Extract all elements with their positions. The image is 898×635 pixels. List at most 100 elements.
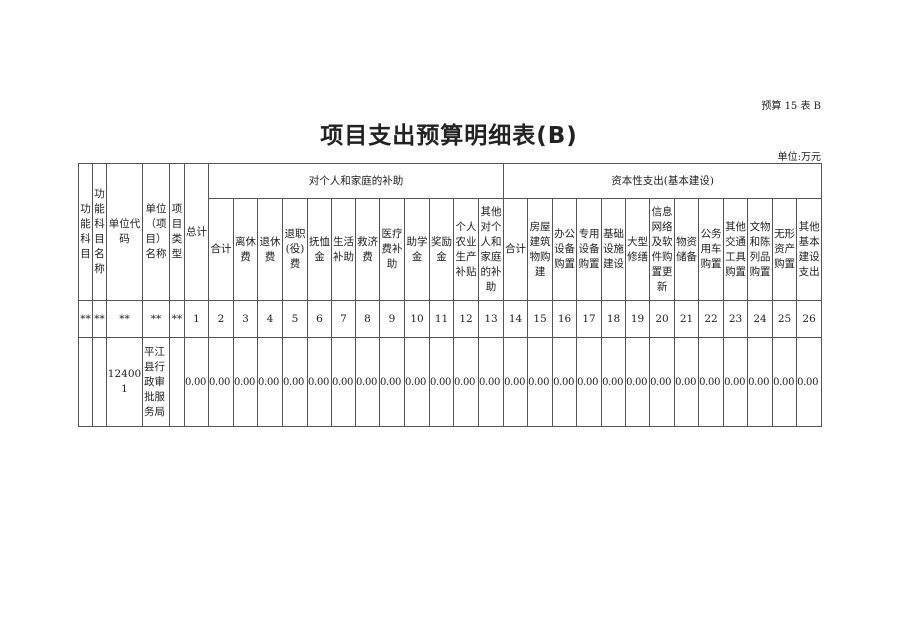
value-cell: 0.00 xyxy=(453,337,479,427)
header-cell: 办公设备购置 xyxy=(552,198,578,301)
index-cell: 24 xyxy=(747,300,774,338)
value-cell: 0.00 xyxy=(625,337,651,427)
table-row: 124001 平江县行政审批服务局 0.00 0.00 0.00 0.00 0.00 0.00… xyxy=(78,337,823,427)
header-cell: 救济费 xyxy=(355,198,380,301)
header-cell: 其他对个人和家庭的补助 xyxy=(477,198,505,301)
budget-table: 功能科目 功能科目名称 单位代码 单位（项目）名称 项目类型 总计 对个人和家庭的补助 资本性… xyxy=(78,163,823,427)
value-cell: 0.00 xyxy=(747,337,774,427)
header-cell: 合计 xyxy=(503,198,529,301)
func-name-cell xyxy=(92,337,107,427)
index-cell: ** xyxy=(106,300,143,338)
header-cell: 医疗费补助 xyxy=(379,198,405,301)
header-cell: 退职(役)费 xyxy=(282,198,308,301)
header-cell: 奖励金 xyxy=(429,198,454,301)
index-cell: 26 xyxy=(796,300,823,338)
header-cell: 功能科目 xyxy=(78,163,93,301)
index-cell: 2 xyxy=(208,300,234,338)
unit-code-cell: 124001 xyxy=(106,337,143,427)
value-cell: 0.00 xyxy=(772,337,798,427)
value-cell: 0.00 xyxy=(257,337,283,427)
index-cell: 14 xyxy=(503,300,529,338)
group-header: 资本性支出(基本建设) xyxy=(503,163,823,199)
index-cell: 7 xyxy=(331,300,356,338)
group-header: 对个人和家庭的补助 xyxy=(207,163,505,199)
index-cell: 11 xyxy=(429,300,454,338)
header-cell: 物资储备 xyxy=(674,198,700,301)
header-cell: 房屋建筑物购建 xyxy=(527,198,554,301)
value-cell: 0.00 xyxy=(477,337,505,427)
index-cell: 25 xyxy=(772,300,798,338)
unit-name-cell: 平江县行政审批服务局 xyxy=(142,337,170,427)
value-cell: 0.00 xyxy=(331,337,356,427)
header-cell: 离休费 xyxy=(233,198,258,301)
header-cell: 基础设施建设 xyxy=(601,198,627,301)
index-cell: 21 xyxy=(674,300,700,338)
value-cell: 0.00 xyxy=(698,337,725,427)
index-cell: 23 xyxy=(723,300,749,338)
index-cell: 4 xyxy=(257,300,283,338)
header-cell: 助学金 xyxy=(404,198,430,301)
index-cell: 3 xyxy=(233,300,258,338)
header-cell: 个人农业生产补贴 xyxy=(453,198,479,301)
index-cell: 8 xyxy=(355,300,380,338)
project-type-cell xyxy=(169,337,185,427)
value-cell: 0.00 xyxy=(404,337,430,427)
index-cell: 15 xyxy=(527,300,554,338)
header-cell: 合计 xyxy=(208,198,234,301)
header-cell: 项目类型 xyxy=(169,163,185,301)
header-cell: 抚恤金 xyxy=(307,198,332,301)
value-cell: 0.00 xyxy=(576,337,603,427)
value-cell: 0.00 xyxy=(503,337,529,427)
header-cell: 大型修缮 xyxy=(625,198,651,301)
doc-code: 预算 15 表 B xyxy=(761,101,821,112)
value-cell: 0.00 xyxy=(307,337,332,427)
index-cell: 18 xyxy=(601,300,627,338)
header-cell: 信息网络及软件购置更新 xyxy=(649,198,676,301)
header-cell: 功能科目名称 xyxy=(92,163,107,301)
header-cell: 其他交通工具购置 xyxy=(723,198,749,301)
index-cell: 1 xyxy=(184,300,209,338)
header-cell: 无形资产购置 xyxy=(772,198,798,301)
header-cell: 文物和陈列品购置 xyxy=(747,198,774,301)
index-cell: 19 xyxy=(625,300,651,338)
value-cell: 0.00 xyxy=(552,337,578,427)
value-cell: 0.00 xyxy=(674,337,700,427)
header-cell: 总计 xyxy=(184,163,209,301)
header-cell: 其他基本建设支出 xyxy=(796,198,823,301)
index-cell: 17 xyxy=(576,300,603,338)
value-cell: 0.00 xyxy=(184,337,209,427)
index-cell: 5 xyxy=(282,300,308,338)
header-cell: 单位代码 xyxy=(106,163,143,301)
index-cell: 16 xyxy=(552,300,578,338)
value-cell: 0.00 xyxy=(527,337,554,427)
index-cell: 20 xyxy=(649,300,676,338)
index-cell: 10 xyxy=(404,300,430,338)
index-cell: ** xyxy=(92,300,107,338)
unit-label: 单位:万元 xyxy=(777,152,821,163)
index-cell: 9 xyxy=(379,300,405,338)
index-cell: 13 xyxy=(477,300,505,338)
header-cell: 单位（项目）名称 xyxy=(142,163,170,301)
value-cell: 0.00 xyxy=(649,337,676,427)
page-title: 项目支出预算明细表(B) xyxy=(320,123,578,149)
value-cell: 0.00 xyxy=(723,337,749,427)
value-cell: 0.00 xyxy=(796,337,823,427)
header-cell: 生活补助 xyxy=(331,198,356,301)
value-cell: 0.00 xyxy=(429,337,454,427)
header-cell: 退休费 xyxy=(257,198,283,301)
index-cell: 12 xyxy=(453,300,479,338)
value-cell: 0.00 xyxy=(601,337,627,427)
value-cell: 0.00 xyxy=(355,337,380,427)
index-cell: 22 xyxy=(698,300,725,338)
value-cell: 0.00 xyxy=(208,337,234,427)
value-cell: 0.00 xyxy=(282,337,308,427)
index-cell: ** xyxy=(142,300,170,338)
value-cell: 0.00 xyxy=(233,337,258,427)
index-cell: 6 xyxy=(307,300,332,338)
index-cell: ** xyxy=(169,300,185,338)
header-cell: 公务用车购置 xyxy=(698,198,725,301)
func-code-cell xyxy=(78,337,93,427)
value-cell: 0.00 xyxy=(379,337,405,427)
index-cell: ** xyxy=(78,300,93,338)
header-cell: 专用设备购置 xyxy=(576,198,603,301)
